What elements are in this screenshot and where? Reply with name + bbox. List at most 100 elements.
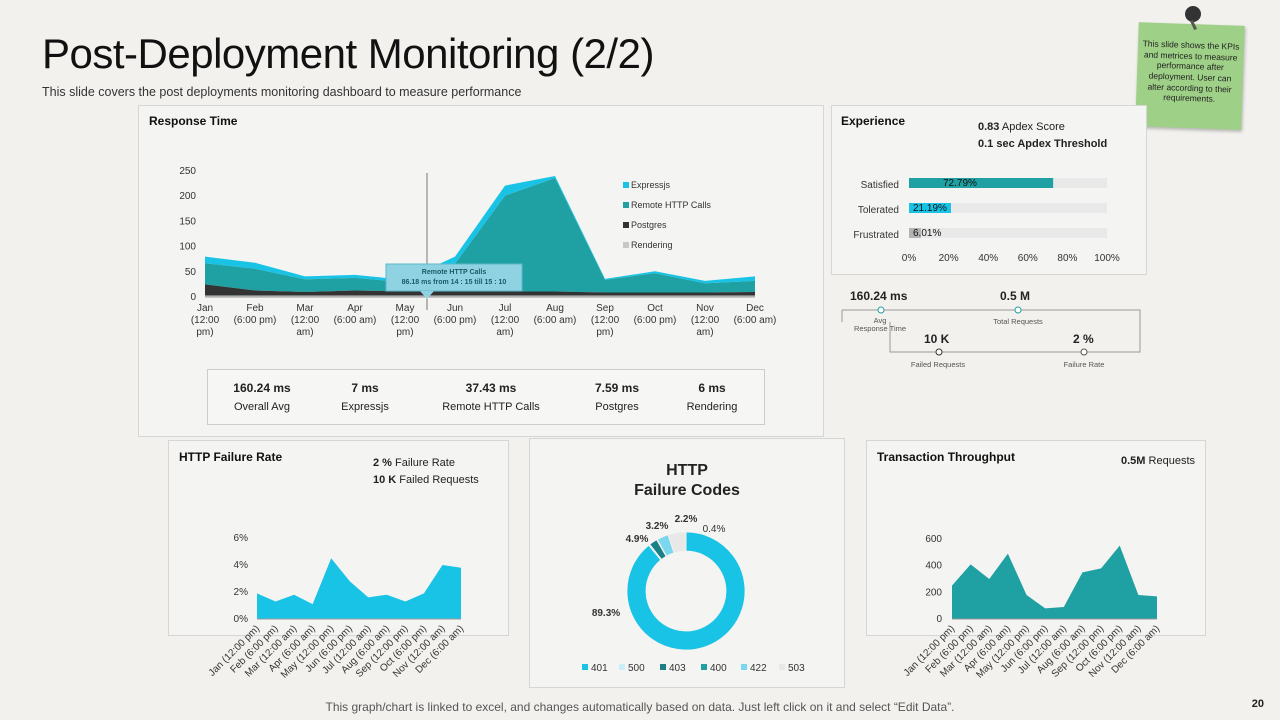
stat-value: 6 ms bbox=[698, 381, 726, 395]
tooltip: Remote HTTP Calls 86.18 ms from 14 : 15 t… bbox=[385, 263, 523, 299]
legend-swatch bbox=[619, 664, 625, 670]
apdex-x-tick: 40% bbox=[978, 253, 998, 264]
failure-rate-label: Failure Rate bbox=[391, 457, 455, 469]
apdex-category-label: Frustrated bbox=[853, 230, 899, 241]
legend-label: Remote HTTP Calls bbox=[631, 200, 711, 210]
sticky-note: This slide shows the KPIs and metrices t… bbox=[1135, 22, 1245, 130]
donut-slice-401 bbox=[626, 531, 746, 651]
area-series-postgres bbox=[205, 284, 755, 296]
y-tick-label: 2% bbox=[234, 587, 249, 598]
page-title: Post-Deployment Monitoring (2/2) bbox=[42, 30, 654, 77]
failure-rate-value: 2 % bbox=[373, 457, 392, 469]
legend-label: Expressjs bbox=[631, 180, 671, 190]
apdex-value-label: 21.19% bbox=[913, 203, 947, 214]
apdex-x-tick: 0% bbox=[902, 253, 917, 264]
x-tick-label: Oct (6:00 pm) bbox=[634, 303, 677, 326]
donut-label: 3.2% bbox=[646, 521, 669, 532]
apdex-category-label: Tolerated bbox=[858, 205, 899, 216]
apdex-x-tick: 100% bbox=[1094, 253, 1120, 264]
tooltip-arrow bbox=[420, 291, 434, 299]
throughput-stat: 0.5M Requests bbox=[1121, 455, 1195, 467]
legend-label: 403 bbox=[669, 663, 686, 674]
legend-swatch bbox=[623, 222, 629, 228]
y-tick-label: 0 bbox=[190, 292, 196, 303]
throughput-title: Transaction Throughput bbox=[877, 450, 1015, 464]
y-tick-label: 4% bbox=[234, 560, 249, 571]
legend-swatch bbox=[779, 664, 785, 670]
failure-codes-title-1: HTTP bbox=[666, 462, 708, 479]
apdex-bar bbox=[909, 178, 1054, 188]
legend-swatch bbox=[701, 664, 707, 670]
area-series bbox=[257, 558, 461, 619]
y-tick-label: 250 bbox=[179, 166, 196, 177]
donut-label: 0.4% bbox=[703, 524, 726, 535]
stat-label: Postgres bbox=[595, 401, 639, 413]
donut-label: 4.9% bbox=[626, 534, 649, 545]
kpi-failed-requests-label: Failed Requests bbox=[910, 360, 966, 369]
apdex-threshold: 0.1 sec Apdex Threshold bbox=[978, 138, 1108, 150]
apdex-score: 0.83 Apdex Score bbox=[978, 121, 1065, 133]
kpi-avg-response-label: Avg Response Time bbox=[853, 316, 907, 334]
donut-slice-503 bbox=[667, 531, 687, 554]
apdex-score-label: Apdex Score bbox=[999, 121, 1065, 133]
failed-requests-value: 10 K bbox=[373, 474, 397, 486]
legend-label: 500 bbox=[628, 663, 645, 674]
failed-requests-label: Failed Requests bbox=[396, 474, 479, 486]
stat-label: Overall Avg bbox=[233, 401, 291, 413]
stat-rendering: 6 ms Rendering bbox=[657, 381, 767, 413]
y-tick-label: 200 bbox=[925, 587, 942, 598]
kpi-failure-rate-value: 2 % bbox=[1073, 332, 1094, 346]
area-series-remote-http-calls bbox=[205, 178, 755, 293]
y-tick-label: 600 bbox=[925, 534, 942, 545]
stat-value: 160.24 ms bbox=[233, 381, 291, 395]
pushpin-icon bbox=[1185, 6, 1201, 22]
failed-requests-stat: 10 K Failed Requests bbox=[373, 474, 479, 486]
tooltip-line-2: 86.18 ms from 14 : 15 till 15 : 10 bbox=[402, 279, 507, 286]
stat-postgres: 7.59 ms Postgres bbox=[562, 381, 672, 413]
legend-label: Postgres bbox=[631, 220, 667, 230]
failure-rate-stat: 2 % Failure Rate bbox=[373, 457, 455, 469]
y-tick-label: 6% bbox=[234, 533, 249, 544]
y-tick-label: 200 bbox=[179, 191, 196, 202]
y-tick-label: 150 bbox=[179, 216, 196, 227]
apdex-x-tick: 80% bbox=[1057, 253, 1077, 264]
apdex-bar bbox=[909, 228, 921, 238]
failure-rate-title: HTTP Failure Rate bbox=[179, 450, 283, 464]
y-tick-label: 0 bbox=[936, 614, 942, 625]
stat-label: Rendering bbox=[686, 401, 738, 413]
x-tick-label: Dec (6:00 am) bbox=[734, 303, 777, 326]
kpi-failed-requests-value: 10 K bbox=[924, 332, 950, 346]
page-subtitle: This slide covers the post deployments m… bbox=[42, 85, 522, 99]
throughput-value: 0.5M bbox=[1121, 455, 1146, 467]
x-tick-label: Aug (6:00 am) bbox=[534, 303, 577, 326]
apdex-value-label: 72.79% bbox=[943, 178, 977, 189]
legend-swatch bbox=[623, 242, 629, 248]
legend-label: 503 bbox=[788, 663, 805, 674]
response-stats-box bbox=[207, 369, 765, 425]
y-tick-label: 100 bbox=[179, 242, 196, 253]
failure-codes-chart: 89.3% 2.2% 0.4% 3.2% 4.9% 401 500 403 400 422 503 bbox=[582, 514, 805, 674]
stat-value: 7 ms bbox=[351, 381, 379, 395]
stat-label: Remote HTTP Calls bbox=[442, 401, 540, 413]
x-tick-label: Mar (12:00 am) bbox=[291, 303, 320, 338]
x-tick-label: May (12:00 pm) bbox=[391, 303, 420, 338]
legend-label: 400 bbox=[710, 663, 727, 674]
footer-note: This graph/chart is linked to excel, and… bbox=[325, 700, 955, 714]
kpi-timeline bbox=[841, 306, 1141, 356]
apdex-category-label: Satisfied bbox=[861, 180, 899, 191]
x-tick-label: Feb (6:00 pm) bbox=[234, 303, 277, 326]
x-tick-label: Apr (6:00 am) bbox=[334, 303, 377, 326]
legend-label: Rendering bbox=[631, 240, 673, 250]
donut-label: 89.3% bbox=[592, 608, 620, 619]
apdex-chart: Satisfied 72.79% Tolerated 21.19% Frustrated… bbox=[853, 178, 1120, 264]
stat-label: Expressjs bbox=[341, 401, 389, 413]
stat-overall-avg: 160.24 ms Overall Avg bbox=[207, 381, 317, 413]
legend-label: 401 bbox=[591, 663, 608, 674]
x-tick-label: Nov (12:00 am) bbox=[691, 303, 720, 338]
apdex-track bbox=[909, 203, 1107, 213]
response-time-chart: 0 50 100 150 200 250 Jan (12:00 pm) Feb (6:00 pm) M… bbox=[179, 166, 777, 338]
tooltip-box bbox=[385, 263, 523, 292]
y-tick-label: 0% bbox=[234, 614, 249, 625]
failure-codes-title-2: Failure Codes bbox=[634, 482, 740, 499]
apdex-x-tick: 60% bbox=[1018, 253, 1038, 264]
